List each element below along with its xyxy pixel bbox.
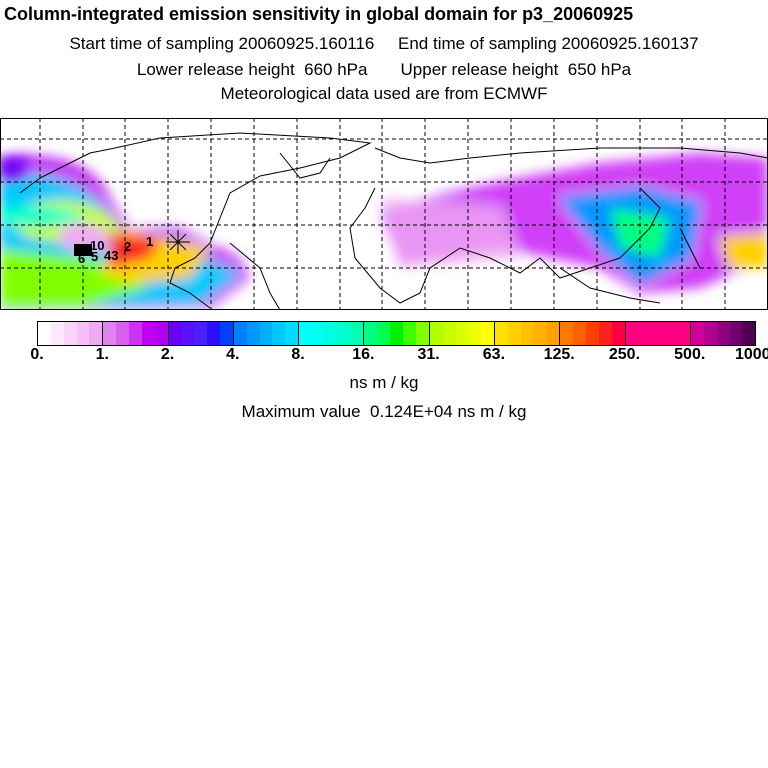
colorbar-swatch [520, 322, 534, 345]
colorbar-swatch [76, 322, 90, 345]
colorbar-swatch [651, 322, 665, 345]
colorbar-tick-label: 4. [226, 346, 240, 363]
colorbar-swatch [364, 322, 378, 345]
colorbar-tick-label: 63. [482, 346, 506, 363]
colorbar-swatch [415, 322, 430, 345]
colorbar-swatch [154, 322, 169, 345]
colorbar-swatch [259, 322, 273, 345]
colorbar-swatch [272, 322, 286, 345]
colorbar-swatch [220, 322, 234, 345]
colorbar-swatch [598, 322, 612, 345]
colorbar-swatch [116, 322, 130, 345]
colorbar-swatch [690, 322, 704, 345]
colorbar-swatch [742, 322, 756, 345]
colorbar-swatch [103, 322, 117, 345]
traj-label: 43 [104, 248, 118, 263]
colorbar-swatch [546, 322, 561, 345]
met-data-source: Meteorological data used are from ECMWF [220, 84, 548, 103]
asterisk-icon [166, 230, 190, 254]
colorbar-swatch [455, 322, 469, 345]
colorbar-swatch [194, 322, 208, 345]
colorbar-tick-label: 500. [674, 346, 706, 363]
emission-sensitivity-map: 1 2 43 5 6 10 [0, 118, 768, 310]
colorbar-swatch [677, 322, 691, 345]
trajectory-labels: 1 2 43 5 6 10 [74, 234, 153, 266]
colorbar-swatch [337, 322, 351, 345]
colorbar-swatch [442, 322, 456, 345]
graticule [0, 118, 768, 310]
colorbar-tick-label: 1. [95, 346, 109, 363]
colorbar-tick-label: 16. [352, 346, 375, 363]
release-heights: Lower release height 660 hPa Upper relea… [136, 60, 632, 79]
plot-title: Column-integrated emission sensitivity i… [4, 4, 634, 24]
colorbar-tick-label: 125. [543, 346, 575, 363]
colorbar-tick-label: 1000. [734, 346, 768, 363]
colorbar-tick-label: 0. [30, 346, 44, 363]
colorbar-swatch [611, 322, 626, 345]
traj-label: 10 [90, 238, 104, 253]
colorbar-swatch [716, 322, 730, 345]
colorbar-swatch [703, 322, 717, 345]
coastlines [19, 132, 768, 310]
colorbar-swatch [625, 322, 639, 345]
colorbar-swatch [312, 322, 325, 345]
traj-label: 5 [91, 249, 98, 264]
colorbar-swatch [429, 322, 443, 345]
colorbar-swatch [324, 322, 338, 345]
colorbar-swatch [350, 322, 365, 345]
colorbar-tick-label: 250. [608, 346, 641, 363]
colorbar-swatch [390, 322, 404, 345]
traj-label: 6 [78, 251, 85, 266]
colorbar-tick-label: 2. [160, 346, 175, 363]
colorbar-tick-label: 8. [291, 346, 305, 363]
colorbar-swatch [495, 322, 508, 345]
colorbar-swatch [141, 322, 155, 345]
colorbar-swatch [299, 322, 313, 345]
colorbar-swatch [246, 322, 260, 345]
colorbar-swatch [403, 322, 416, 345]
colorbar-swatch [50, 322, 64, 345]
colorbar-swatch [168, 322, 182, 345]
colorbar-swatch [233, 322, 247, 345]
colorbar-swatch [481, 322, 496, 345]
colorbar-swatch [507, 322, 521, 345]
colorbar-swatch [468, 322, 482, 345]
sampling-times: Start time of sampling 20060925.160116 E… [69, 34, 699, 53]
colorbar-swatch [729, 322, 743, 345]
colorbar-swatch [533, 322, 547, 345]
colorbar-swatch [664, 322, 678, 345]
maximum-value: Maximum value 0.124E+04 ns m / kg [241, 402, 527, 421]
colorbar-unit: ns m / kg [349, 373, 419, 392]
colorbar-swatch [63, 322, 77, 345]
traj-label: 2 [124, 239, 131, 254]
traj-label: 1 [146, 234, 153, 249]
colorbar-swatch [377, 322, 391, 345]
colorbar-swatch [129, 322, 142, 345]
colorbar-swatch [285, 322, 300, 345]
colorbar-swatch [207, 322, 221, 345]
colorbar-tick-label: 31. [417, 346, 440, 363]
colorbar-swatch [38, 322, 51, 345]
colorbar-swatch [181, 322, 195, 345]
colorbar [37, 321, 756, 346]
colorbar-swatch [89, 322, 104, 345]
colorbar-swatch [560, 322, 574, 345]
colorbar-swatch [573, 322, 587, 345]
eurasian-plume [0, 153, 768, 293]
colorbar-swatch [586, 322, 599, 345]
colorbar-swatch [638, 322, 652, 345]
